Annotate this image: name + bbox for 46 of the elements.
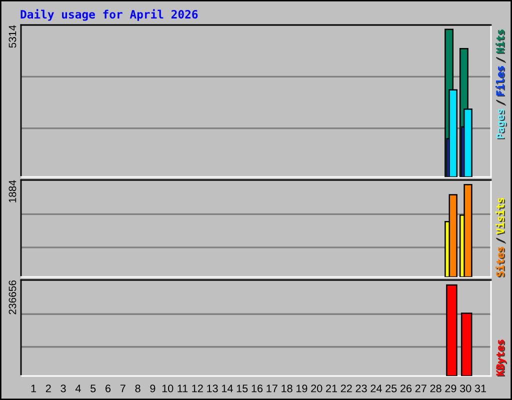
x-tick-label: 12 [192,384,203,392]
y-axis-title: 5314 [8,25,16,48]
x-tick-label: 17 [266,384,278,392]
x-tick-label: 24 [370,384,382,392]
x-tick-label: 18 [282,384,292,392]
x-tick-label: 30 [460,384,472,392]
bar [464,184,472,277]
x-tick-label: 13 [207,384,218,392]
x-tick-label: 1 [31,384,36,392]
y-axis-title: 1884 [8,180,16,202]
x-tick-label: 19 [296,384,308,392]
bar [448,194,458,277]
x-tick-label: 20 [311,384,322,392]
x-tick-label: 2 [46,384,51,392]
x-tick-label: 9 [150,384,156,392]
x-tick-label: 22 [340,384,352,392]
x-tick-label: 6 [106,384,111,392]
x-tick-label: 8 [135,384,140,392]
text: Sites [495,246,506,278]
x-tick-label: 14 [222,384,233,392]
text: Visits [495,198,506,236]
x-tick-label: 7 [120,384,126,392]
text: KBytes [496,340,508,377]
x-tick-label: 21 [326,384,337,392]
y-axis-title: 236656 [8,280,16,314]
text: / [496,100,506,106]
text: Hits [495,30,506,54]
x-tick-label: 3 [60,384,66,392]
x-tick-label: 11 [178,384,188,392]
x-tick-label: 25 [386,384,397,392]
x-tick-label: 4 [75,384,81,392]
text: Pages [496,108,508,140]
chart-title: Daily usage for April 2026 [20,9,198,21]
x-tick-label: 23 [356,384,367,392]
x-tick-label: 27 [415,384,426,392]
x-tick-label: 28 [430,384,442,392]
text: Files [495,66,506,96]
x-tick-label: 10 [162,384,174,392]
text: / [496,57,506,64]
x-tick-label: 15 [236,384,248,392]
x-tick-label: 26 [400,384,412,392]
text: / [496,238,506,244]
x-tick-label: 16 [252,384,263,392]
x-tick-label: 29 [445,384,456,392]
x-tick-label: 5 [90,384,96,392]
x-tick-label: 31 [474,384,486,392]
